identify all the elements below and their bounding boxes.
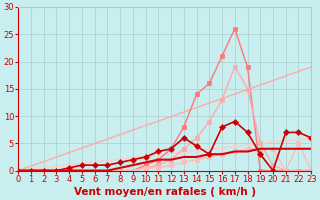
X-axis label: Vent moyen/en rafales ( km/h ): Vent moyen/en rafales ( km/h ) [74, 187, 256, 197]
